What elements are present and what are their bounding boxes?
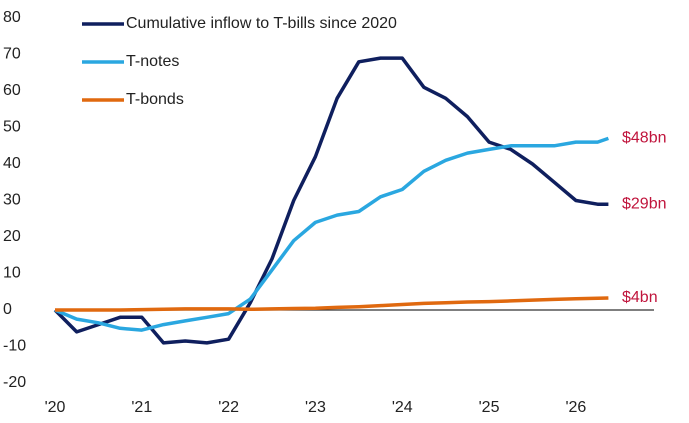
y-tick-label: 50 [3,119,21,136]
y-tick-label: -20 [3,374,26,391]
x-tick-label: '24 [392,399,413,416]
x-tick-label: '21 [131,399,152,416]
legend-label: T-notes [126,53,179,70]
x-tick-label: '25 [479,399,500,416]
x-tick-label: '22 [218,399,239,416]
legend-label: T-bonds [126,91,184,108]
y-tick-label: 30 [3,192,21,209]
y-tick-label: 10 [3,265,21,282]
y-tick-label: 80 [3,9,21,26]
y-tick-label: 0 [3,301,12,318]
y-tick-label: 20 [3,228,21,245]
x-tick-label: '26 [565,399,586,416]
x-tick-label: '23 [305,399,326,416]
series-line [53,56,609,345]
y-tick-label: 60 [3,82,21,99]
series-line [55,296,609,312]
end-label: $29bn [622,195,667,212]
series-line [54,136,609,332]
end-label: $48bn [622,130,667,147]
x-tick-label: '20 [45,399,66,416]
y-tick-label: 70 [3,46,21,63]
legend-label: Cumulative inflow to T-bills since 2020 [126,15,397,32]
end-label: $4bn [622,289,658,306]
y-tick-label: -10 [3,338,26,355]
y-tick-label: 40 [3,155,21,172]
